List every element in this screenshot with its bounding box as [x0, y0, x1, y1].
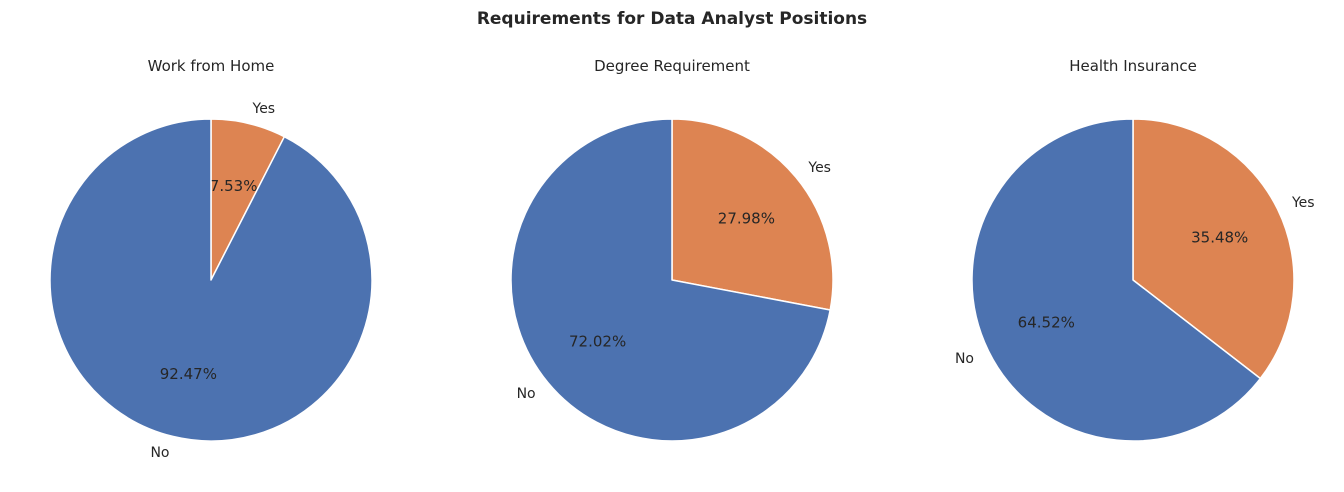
pct-label-no-work-from-home: 92.47% [160, 365, 217, 383]
slice-label-yes-health-insurance: Yes [1291, 195, 1315, 211]
pie-work-from-home: Yes 7.53% No 92.47% Work from Home [49, 57, 373, 461]
pct-label-yes-work-from-home: 7.53% [210, 177, 258, 195]
pie-title-degree-requirement: Degree Requirement [594, 57, 750, 75]
slice-label-yes-work-from-home: Yes [252, 101, 276, 117]
pie-slice-no-health-insurance [971, 118, 1262, 442]
pie-health-insurance: Yes 35.48% No 64.52% Health Insurance [955, 57, 1315, 442]
pie-slice-yes-degree-requirement [671, 118, 834, 311]
pie-degree-requirement: Yes 27.98% No 72.02% Degree Requirement [510, 57, 834, 442]
pie-title-work-from-home: Work from Home [148, 57, 275, 75]
pie-slice-no-work-from-home [49, 118, 373, 442]
slice-label-no-health-insurance: No [955, 351, 974, 367]
slice-label-no-work-from-home: No [150, 445, 169, 461]
pct-label-yes-health-insurance: 35.48% [1191, 228, 1248, 246]
slice-label-no-degree-requirement: No [517, 386, 536, 402]
pct-label-no-health-insurance: 64.52% [1018, 314, 1075, 332]
pie-slice-yes-health-insurance [1132, 118, 1295, 380]
pct-label-yes-degree-requirement: 27.98% [718, 209, 775, 227]
pie-title-health-insurance: Health Insurance [1069, 57, 1197, 75]
pct-label-no-degree-requirement: 72.02% [569, 333, 626, 351]
pie-slice-no-degree-requirement [510, 118, 831, 442]
figure-title: Requirements for Data Analyst Positions [477, 9, 867, 29]
slice-label-yes-degree-requirement: Yes [807, 160, 831, 176]
